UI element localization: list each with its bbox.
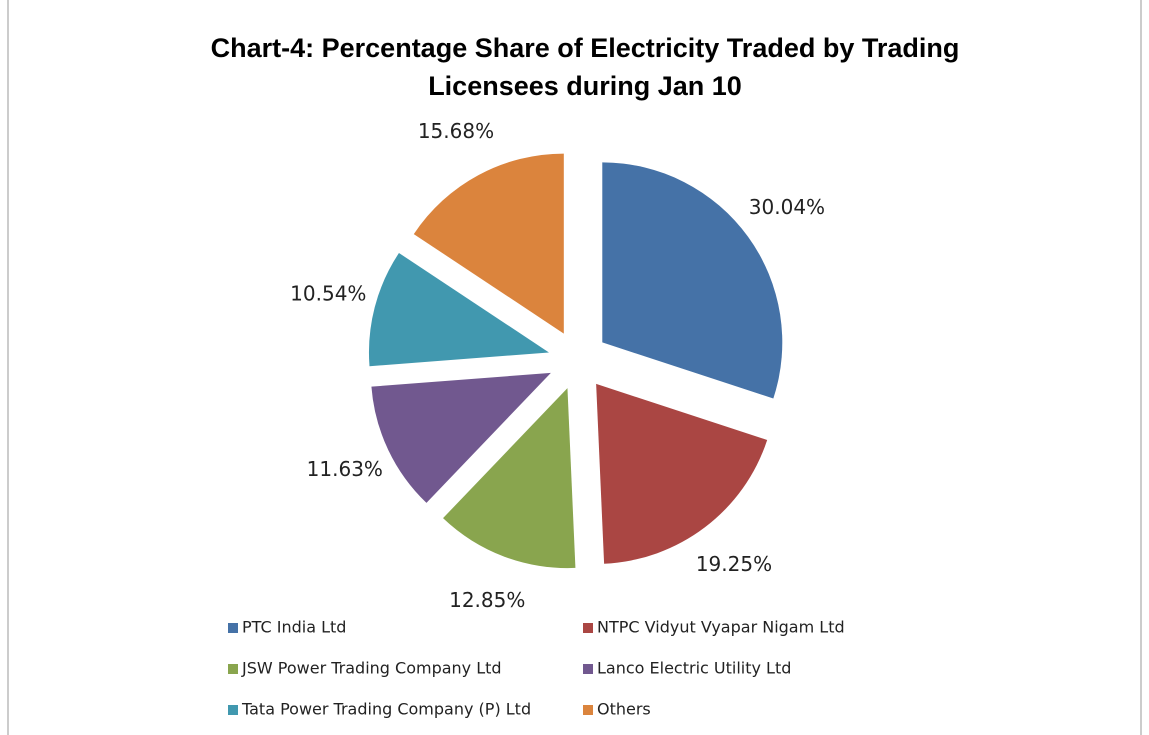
legend-swatch [583, 664, 593, 674]
legend-swatch [583, 705, 593, 715]
data-label: 19.25% [696, 552, 772, 576]
legend-label: Tata Power Trading Company (P) Ltd [241, 700, 531, 719]
data-label: 15.68% [418, 119, 494, 143]
pie-slice [371, 372, 551, 503]
legend-label: PTC India Ltd [242, 618, 346, 637]
legend-label: NTPC Vidyut Vyapar Nigam Ltd [597, 618, 845, 637]
data-label: 30.04% [749, 195, 825, 219]
legend-swatch [228, 664, 238, 674]
legend-swatch [228, 705, 238, 715]
pie-slice [443, 388, 576, 569]
data-label: 12.85% [449, 588, 525, 612]
chart-title: Chart-4: Percentage Share of Electricity… [211, 33, 960, 101]
pie-slice [596, 383, 768, 564]
pie-slice [368, 252, 549, 367]
legend-swatch [583, 623, 593, 633]
data-label: 10.54% [290, 282, 366, 306]
legend-label: Others [597, 700, 651, 719]
pie-slice [602, 162, 783, 399]
legend-label: JSW Power Trading Company Ltd [241, 659, 502, 678]
data-label: 11.63% [307, 457, 383, 481]
pie-slice [413, 153, 564, 334]
legend-label: Lanco Electric Utility Ltd [597, 659, 791, 678]
legend-swatch [228, 623, 238, 633]
